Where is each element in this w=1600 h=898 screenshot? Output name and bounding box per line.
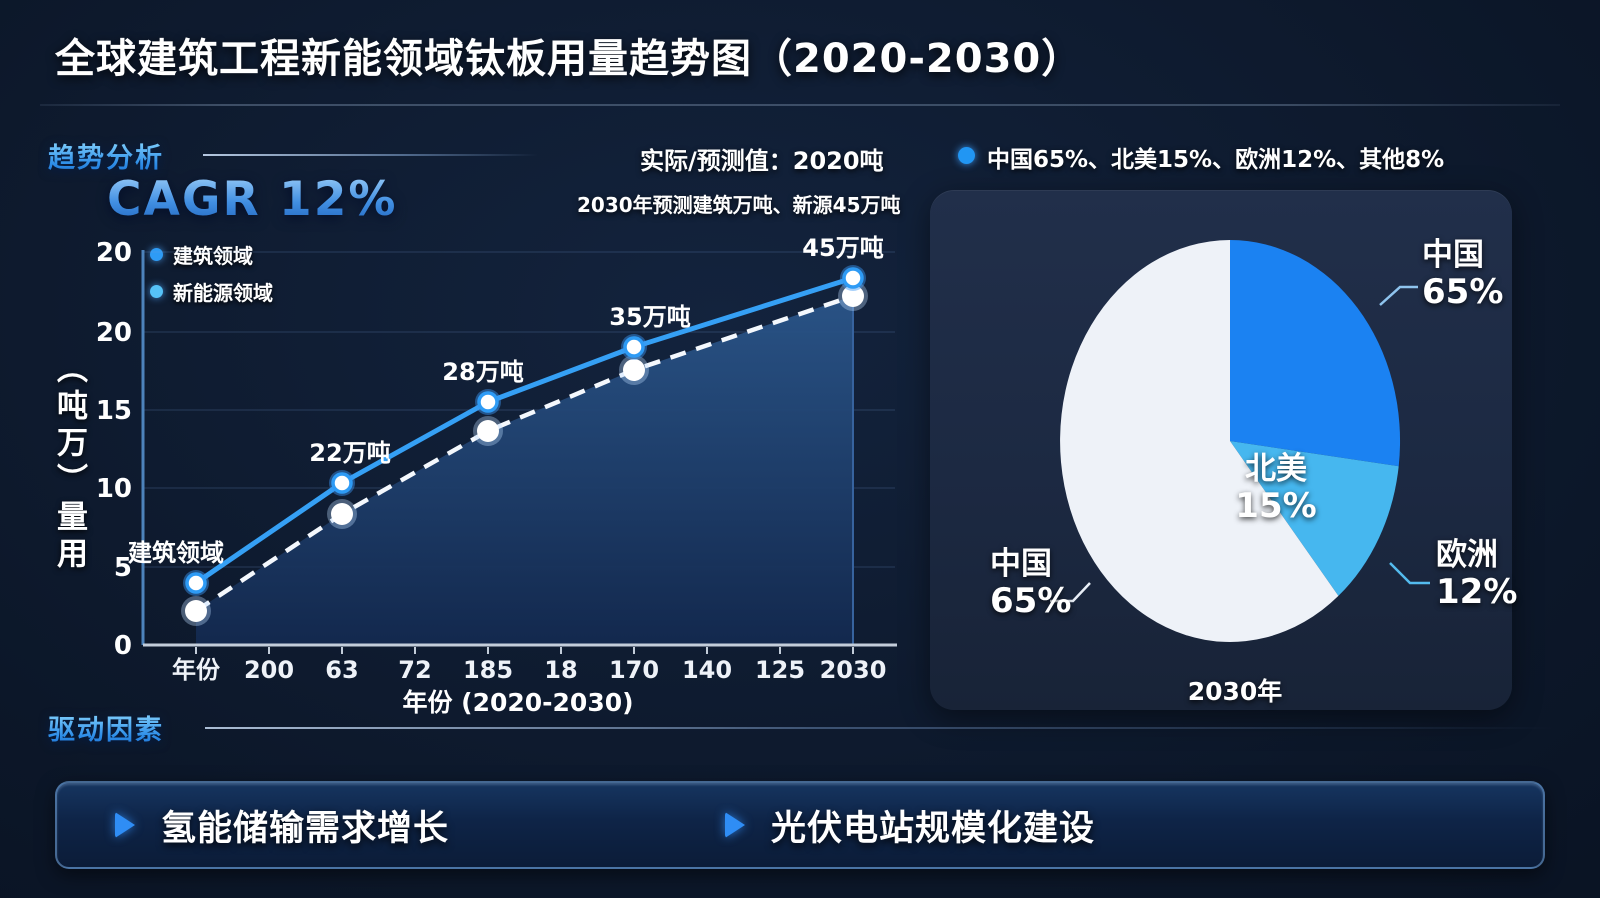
svg-text:72: 72	[398, 656, 431, 684]
svg-text:0: 0	[114, 631, 132, 661]
trend-section-heading: 趋势分析	[48, 136, 164, 175]
legend-label: 新能源领域	[173, 281, 273, 305]
actual-forecast-note: 实际/预测值：2020吨	[640, 147, 884, 175]
callout-name: 北美	[1245, 451, 1307, 487]
svg-text:2030: 2030	[820, 656, 887, 684]
region-share-legend: 中国65%、北美15%、欧洲12%、其他8%	[987, 147, 1445, 173]
svg-text:200: 200	[244, 656, 294, 684]
svg-text:20: 20	[96, 318, 132, 348]
pie-chart	[1050, 240, 1430, 642]
svg-text:10: 10	[96, 474, 132, 504]
svg-text:140: 140	[682, 656, 732, 684]
page-title: 全球建筑工程新能领域钛板用量趋势图（2020-2030）	[55, 36, 1083, 82]
driver-label: 氢能储输需求增长	[161, 808, 450, 849]
point-label: 35万吨	[609, 303, 690, 331]
callout-pct: 65%	[990, 580, 1072, 621]
svg-text:18: 18	[544, 656, 577, 684]
legend-dot-icon	[150, 285, 163, 298]
trend-legend: 建筑领域 新能源领域	[150, 240, 273, 306]
point-label: 28万吨	[442, 358, 523, 386]
drivers-bar: 氢能储输需求增长 光伏电站规模化建设	[55, 781, 1545, 869]
title-divider	[40, 104, 1560, 106]
svg-text:15: 15	[96, 396, 132, 426]
pie-panel: 中国 65% 北美 15% 欧洲 12% 中国 65% 2030年	[930, 190, 1517, 710]
svg-text:5: 5	[114, 553, 132, 583]
point-label: 22万吨	[309, 439, 390, 467]
drivers-heading-underline	[205, 727, 1555, 729]
callout-europe: 欧洲 12%	[1436, 538, 1517, 611]
callout-north-america: 北美 15%	[1228, 452, 1324, 525]
point-label: 45万吨	[802, 235, 883, 262]
callout-name: 中国	[1422, 237, 1484, 273]
svg-text:年份 (2020-2030): 年份 (2020-2030)	[402, 688, 633, 715]
region-legend-dot-icon	[958, 147, 975, 164]
svg-text:185: 185	[463, 656, 513, 684]
driver-label: 光伏电站规模化建设	[771, 808, 1096, 849]
driver-item-solar: 光伏电站规模化建设	[725, 783, 1095, 867]
trend-heading-underline	[203, 154, 538, 156]
legend-item-construction: 建筑领域	[150, 240, 273, 269]
pie-caption: 2030年	[1187, 677, 1283, 706]
callout-china-right: 中国 65%	[1422, 238, 1503, 311]
callout-pct: 12%	[1436, 571, 1518, 612]
callout-name: 中国	[990, 546, 1052, 582]
y-axis-title: （吨万）量用	[51, 352, 87, 574]
callout-pct: 65%	[1422, 271, 1504, 312]
triangle-bullet-icon	[115, 812, 135, 838]
callout-line-europe	[1389, 562, 1430, 585]
svg-text:年份: 年份	[172, 656, 221, 684]
drivers-section-heading: 驱动因素	[48, 708, 164, 747]
driver-item-hydrogen: 氢能储输需求增长	[115, 783, 449, 867]
point-label: 建筑领域	[128, 539, 224, 567]
trend-line-chart: 建筑领域 22万吨 28万吨 35万吨 45万吨 20 20 15 10 5 0 年份 200 63 72 1…	[96, 235, 897, 715]
triangle-bullet-icon	[725, 812, 745, 838]
legend-dot-icon	[150, 248, 163, 261]
callout-china-left: 中国 65%	[990, 547, 1071, 620]
forecast-2030-note: 2030年预测建筑万吨、新源45万吨	[577, 193, 901, 217]
pie-slice-中国	[1230, 240, 1401, 467]
callout-name: 欧洲	[1436, 537, 1498, 573]
legend-item-new-energy: 新能源领域	[150, 277, 273, 306]
callout-line-china-right	[1379, 285, 1418, 306]
legend-label: 建筑领域	[173, 244, 253, 268]
callout-pct: 15%	[1235, 485, 1317, 526]
callout-line-china-left	[1050, 582, 1091, 603]
svg-text:125: 125	[755, 656, 805, 684]
cagr-value: CAGR 12%	[107, 172, 398, 227]
pie-slice-北美	[1230, 441, 1399, 596]
svg-text:63: 63	[325, 656, 358, 684]
svg-text:20: 20	[96, 238, 132, 268]
svg-text:170: 170	[609, 656, 659, 684]
pie-slice-中国	[1060, 240, 1339, 642]
